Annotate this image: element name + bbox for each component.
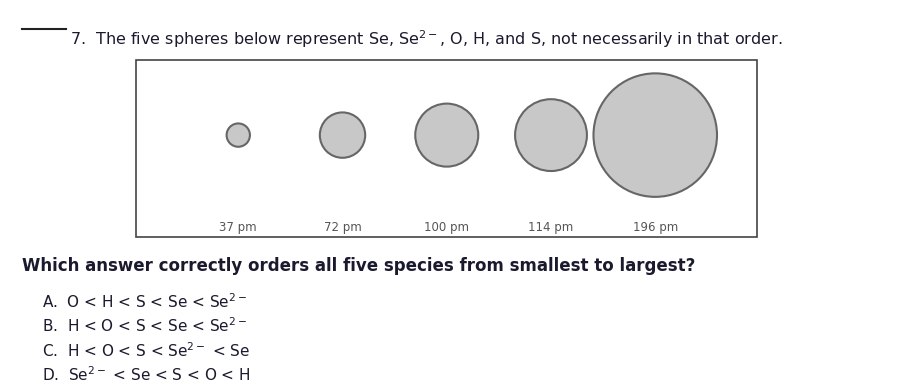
Text: Which answer correctly orders all five species from smallest to largest?: Which answer correctly orders all five s… [22,257,696,276]
Bar [136,60,757,237]
Text: D.  Se$^{2-}$ < Se < S < O < H: D. Se$^{2-}$ < Se < S < O < H [42,365,251,384]
Text: C.  H < O < S < Se$^{2-}$ < Se: C. H < O < S < Se$^{2-}$ < Se [42,341,251,360]
Circle shape [226,123,250,147]
Text: 7.  The five spheres below represent Se, Se$^{2-}$, O, H, and S, not necessarily: 7. The five spheres below represent Se, … [70,28,782,50]
Text: 72 pm: 72 pm [323,221,361,234]
Text: B.  H < O < S < Se < Se$^{2-}$: B. H < O < S < Se < Se$^{2-}$ [42,317,247,335]
Circle shape [515,99,587,171]
Circle shape [594,74,717,197]
Text: 114 pm: 114 pm [528,221,574,234]
Text: A.  O < H < S < Se < Se$^{2-}$: A. O < H < S < Se < Se$^{2-}$ [42,292,247,311]
Circle shape [415,104,479,167]
Text: 37 pm: 37 pm [219,221,257,234]
Circle shape [320,112,365,158]
Text: 100 pm: 100 pm [424,221,470,234]
Text: 196 pm: 196 pm [632,221,678,234]
